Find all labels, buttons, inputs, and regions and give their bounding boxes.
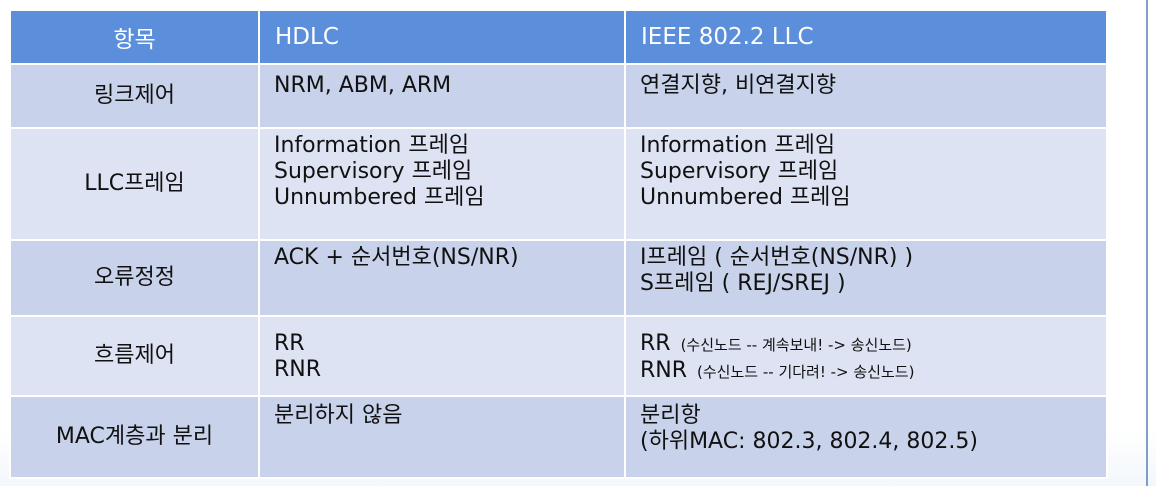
cell-line: Unnumbered 프레임 <box>274 185 485 210</box>
header-hdlc-label: HDLC <box>275 24 339 50</box>
cell-line: Supervisory 프레임 <box>640 159 839 184</box>
row-label: 오류정정 <box>9 239 260 317</box>
cell-line: 분리항 <box>640 403 701 428</box>
comparison-table: 항목 HDLC IEEE 802.2 LLC 링크제어 NRM, ABM, AR… <box>9 9 1108 479</box>
cell-line: Supervisory 프레임 <box>274 159 473 184</box>
llc-cell: 분리항 (하위MAC: 802.3, 802.4, 802.5) <box>624 395 1108 479</box>
cell-line: S프레임 ( REJ/SREJ ) <box>640 271 846 296</box>
cell-line: RNR (수신노드 -- 기다려! -> 송신노드) <box>640 358 1096 385</box>
hdlc-cell: 분리하지 않음 <box>258 395 626 479</box>
cell-line: RR <box>274 331 305 356</box>
row-label: 흐름제어 <box>9 315 260 397</box>
cell-line: Information 프레임 <box>274 133 470 158</box>
header-hdlc: HDLC <box>258 9 626 65</box>
llc-cell: RR (수신노드 -- 계속보내! -> 송신노드) RNR (수신노드 -- 기다… <box>624 315 1108 397</box>
cell-line: RR (수신노드 -- 계속보내! -> 송신노드) <box>640 331 1096 358</box>
header-llc-label: IEEE 802.2 LLC <box>641 24 814 50</box>
cell-line: Unnumbered 프레임 <box>640 185 851 210</box>
flow-note: (수신노드 -- 기다려! -> 송신노드) <box>697 363 915 381</box>
header-item: 항목 <box>9 9 260 65</box>
flow-main: RNR <box>640 358 688 383</box>
flow-main: RR <box>640 331 671 356</box>
hdlc-cell: ACK + 순서번호(NS/NR) <box>258 239 626 317</box>
slide-edge-line <box>1146 0 1148 486</box>
cell-line: 연결지향, 비연결지향 <box>640 73 837 98</box>
table-row: MAC계층과 분리 분리하지 않음 분리항 (하위MAC: 802.3, 802… <box>9 395 1108 479</box>
header-row: 항목 HDLC IEEE 802.2 LLC <box>9 9 1108 65</box>
cell-line: (하위MAC: 802.3, 802.4, 802.5) <box>640 429 978 454</box>
header-llc: IEEE 802.2 LLC <box>624 9 1108 65</box>
flow-note: (수신노드 -- 계속보내! -> 송신노드) <box>680 336 912 354</box>
table-row: 링크제어 NRM, ABM, ARM 연결지향, 비연결지향 <box>9 63 1108 129</box>
cell-line: I프레임 ( 순서번호(NS/NR) ) <box>640 245 914 270</box>
llc-cell: 연결지향, 비연결지향 <box>624 63 1108 129</box>
row-label: MAC계층과 분리 <box>9 395 260 479</box>
cell-line: RNR <box>274 357 322 382</box>
table-row: LLC프레임 Information 프레임 Supervisory 프레임 U… <box>9 127 1108 241</box>
row-label: LLC프레임 <box>9 127 260 241</box>
cell-line: ACK + 순서번호(NS/NR) <box>274 245 519 270</box>
llc-cell: Information 프레임 Supervisory 프레임 Unnumber… <box>624 127 1108 241</box>
header-item-label: 항목 <box>113 27 156 53</box>
hdlc-cell: RR RNR <box>258 315 626 397</box>
hdlc-cell: Information 프레임 Supervisory 프레임 Unnumber… <box>258 127 626 241</box>
llc-cell: I프레임 ( 순서번호(NS/NR) ) S프레임 ( REJ/SREJ ) <box>624 239 1108 317</box>
cell-line: NRM, ABM, ARM <box>274 73 452 98</box>
table-row: 오류정정 ACK + 순서번호(NS/NR) I프레임 ( 순서번호(NS/NR… <box>9 239 1108 317</box>
table-row: 흐름제어 RR RNR RR (수신노드 -- 계속보내! -> 송신노드) RN… <box>9 315 1108 397</box>
cell-line: 분리하지 않음 <box>274 403 403 428</box>
hdlc-cell: NRM, ABM, ARM <box>258 63 626 129</box>
cell-line: Information 프레임 <box>640 133 836 158</box>
row-label: 링크제어 <box>9 63 260 129</box>
